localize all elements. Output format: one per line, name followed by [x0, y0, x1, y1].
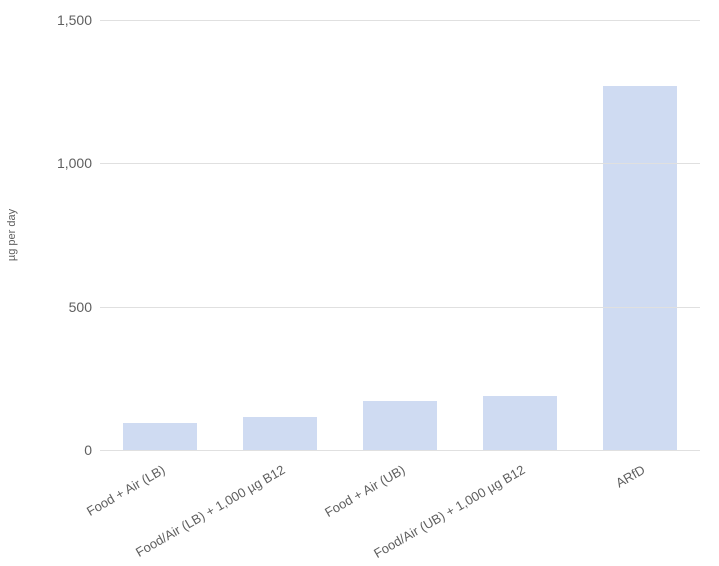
gridline: [100, 163, 700, 164]
plot-area: [100, 20, 700, 450]
bar: [123, 423, 197, 450]
y-axis-label: µg per day: [6, 209, 18, 261]
x-tick-label: ARfD: [613, 462, 647, 491]
y-tick-label: 1,000: [57, 155, 92, 171]
x-tick-label: Food + Air (LB): [84, 462, 168, 519]
bar: [363, 401, 437, 450]
bars-group: [100, 20, 700, 450]
y-tick-label: 500: [69, 299, 92, 315]
y-tick-label: 1,500: [57, 12, 92, 28]
gridline: [100, 450, 700, 451]
gridline: [100, 307, 700, 308]
bar: [483, 396, 557, 450]
gridline: [100, 20, 700, 21]
bar: [603, 86, 677, 450]
x-tick-label: Food + Air (UB): [322, 462, 407, 520]
chart-container: µg per day 0 500 1,000 1,500 Food + Air (LB)…: [0, 0, 719, 566]
y-tick-label: 0: [84, 442, 92, 458]
bar: [243, 417, 317, 450]
